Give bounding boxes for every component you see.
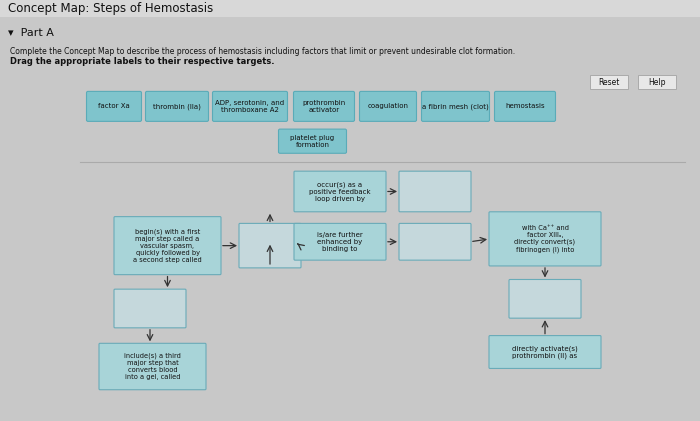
FancyBboxPatch shape [421, 91, 489, 121]
FancyBboxPatch shape [509, 280, 581, 318]
Text: Help: Help [648, 78, 666, 87]
Bar [0, 0, 700, 17]
FancyBboxPatch shape [239, 224, 301, 268]
Text: directly activate(s)
prothrombin (II) as: directly activate(s) prothrombin (II) as [512, 345, 578, 359]
Text: Concept Map: Steps of Hemostasis: Concept Map: Steps of Hemostasis [8, 2, 213, 15]
Text: with Ca⁺⁺ and
factor XIIIₐ,
directly convert(s)
fibrinogen (I) into: with Ca⁺⁺ and factor XIIIₐ, directly con… [514, 225, 575, 253]
Bar [80, 72, 685, 391]
FancyBboxPatch shape [114, 289, 186, 328]
FancyBboxPatch shape [360, 91, 416, 121]
FancyBboxPatch shape [489, 212, 601, 266]
FancyBboxPatch shape [494, 91, 556, 121]
FancyBboxPatch shape [293, 91, 354, 121]
Text: platelet plug
formation: platelet plug formation [290, 135, 335, 148]
Text: Complete the Concept Map to describe the process of hemostasis including factors: Complete the Concept Map to describe the… [10, 47, 515, 56]
FancyBboxPatch shape [399, 224, 471, 260]
Text: a fibrin mesh (clot): a fibrin mesh (clot) [422, 103, 489, 109]
FancyBboxPatch shape [87, 91, 141, 121]
FancyBboxPatch shape [399, 171, 471, 212]
Text: ADP, serotonin, and
thromboxane A2: ADP, serotonin, and thromboxane A2 [216, 100, 285, 113]
Text: hemostasis: hemostasis [505, 104, 545, 109]
Bar [0, 0, 700, 14]
Text: thrombin (IIa): thrombin (IIa) [153, 103, 201, 109]
Bar [590, 75, 628, 89]
FancyBboxPatch shape [99, 343, 206, 390]
Text: coagulation: coagulation [368, 104, 409, 109]
FancyBboxPatch shape [146, 91, 209, 121]
Text: factor Xa: factor Xa [98, 104, 130, 109]
FancyBboxPatch shape [489, 336, 601, 368]
Text: ▾  Part A: ▾ Part A [8, 28, 54, 38]
FancyBboxPatch shape [279, 129, 346, 153]
Text: Reset: Reset [598, 78, 620, 87]
Bar [638, 75, 676, 89]
Text: Drag the appropriate labels to their respective targets.: Drag the appropriate labels to their res… [10, 57, 274, 67]
FancyBboxPatch shape [294, 171, 386, 212]
Text: is/are further
enhanced by
binding to: is/are further enhanced by binding to [317, 232, 363, 252]
FancyBboxPatch shape [114, 217, 221, 274]
FancyBboxPatch shape [213, 91, 288, 121]
Text: prothrombin
activator: prothrombin activator [302, 100, 346, 113]
Text: begin(s) with a first
major step called a
vascular spasm,
quickly followed by
a : begin(s) with a first major step called … [133, 228, 202, 263]
Text: occur(s) as a
positive feedback
loop driven by: occur(s) as a positive feedback loop dri… [309, 181, 371, 202]
Text: include(s) a third
major step that
converts blood
into a gel, called: include(s) a third major step that conve… [124, 353, 181, 380]
FancyBboxPatch shape [294, 224, 386, 260]
